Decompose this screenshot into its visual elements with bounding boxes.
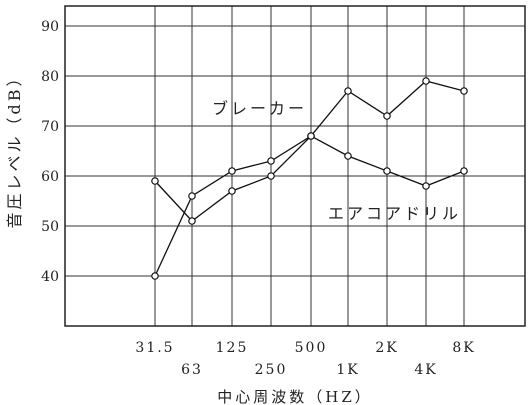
y-tick-label: 90 bbox=[41, 19, 59, 35]
x-tick-label: 4K bbox=[414, 362, 437, 378]
data-point bbox=[267, 157, 275, 165]
series-label-air-core-drill: エアコアドリル bbox=[328, 204, 461, 223]
x-tick-label: 31.5 bbox=[135, 340, 174, 356]
y-axis-label: 音圧レベル（dB） bbox=[5, 67, 24, 228]
data-point bbox=[151, 272, 159, 280]
y-tick-label: 40 bbox=[41, 269, 59, 285]
series-lines bbox=[154, 80, 465, 277]
y-tick-labels: 40 50 60 70 80 90 bbox=[41, 19, 59, 285]
data-point bbox=[267, 172, 275, 180]
y-tick-label: 60 bbox=[41, 169, 59, 185]
series-line-0 bbox=[154, 80, 465, 277]
x-tick-label: 125 bbox=[216, 340, 249, 356]
data-point bbox=[460, 87, 468, 95]
grid-lines bbox=[65, 6, 525, 326]
series-points bbox=[151, 77, 468, 280]
plot-frame bbox=[64, 5, 526, 327]
data-point bbox=[151, 177, 159, 185]
data-point bbox=[228, 167, 236, 175]
x-tick-labels: 31.5 63 125 250 500 1K 2K 4K 8K bbox=[135, 340, 475, 378]
data-point bbox=[228, 187, 236, 195]
data-point bbox=[188, 217, 196, 225]
x-axis-label: 中心周波数（HZ） bbox=[217, 388, 373, 405]
x-tick-label: 250 bbox=[255, 362, 288, 378]
x-tick-label: 2K bbox=[375, 340, 398, 356]
series-label-breaker: ブレーカー bbox=[212, 99, 307, 118]
data-point bbox=[383, 112, 391, 120]
y-tick-label: 70 bbox=[41, 119, 59, 135]
data-point bbox=[422, 77, 430, 85]
x-tick-label: 500 bbox=[295, 340, 328, 356]
x-tick-label: 63 bbox=[181, 362, 203, 378]
data-point bbox=[344, 87, 352, 95]
data-point bbox=[460, 167, 468, 175]
data-point bbox=[307, 132, 315, 140]
data-point bbox=[422, 182, 430, 190]
x-tick-label: 8K bbox=[452, 340, 475, 356]
data-point bbox=[188, 192, 196, 200]
x-tick-label: 1K bbox=[336, 362, 359, 378]
y-tick-label: 80 bbox=[41, 69, 59, 85]
y-tick-label: 50 bbox=[41, 219, 59, 235]
data-point bbox=[344, 152, 352, 160]
data-point bbox=[383, 167, 391, 175]
